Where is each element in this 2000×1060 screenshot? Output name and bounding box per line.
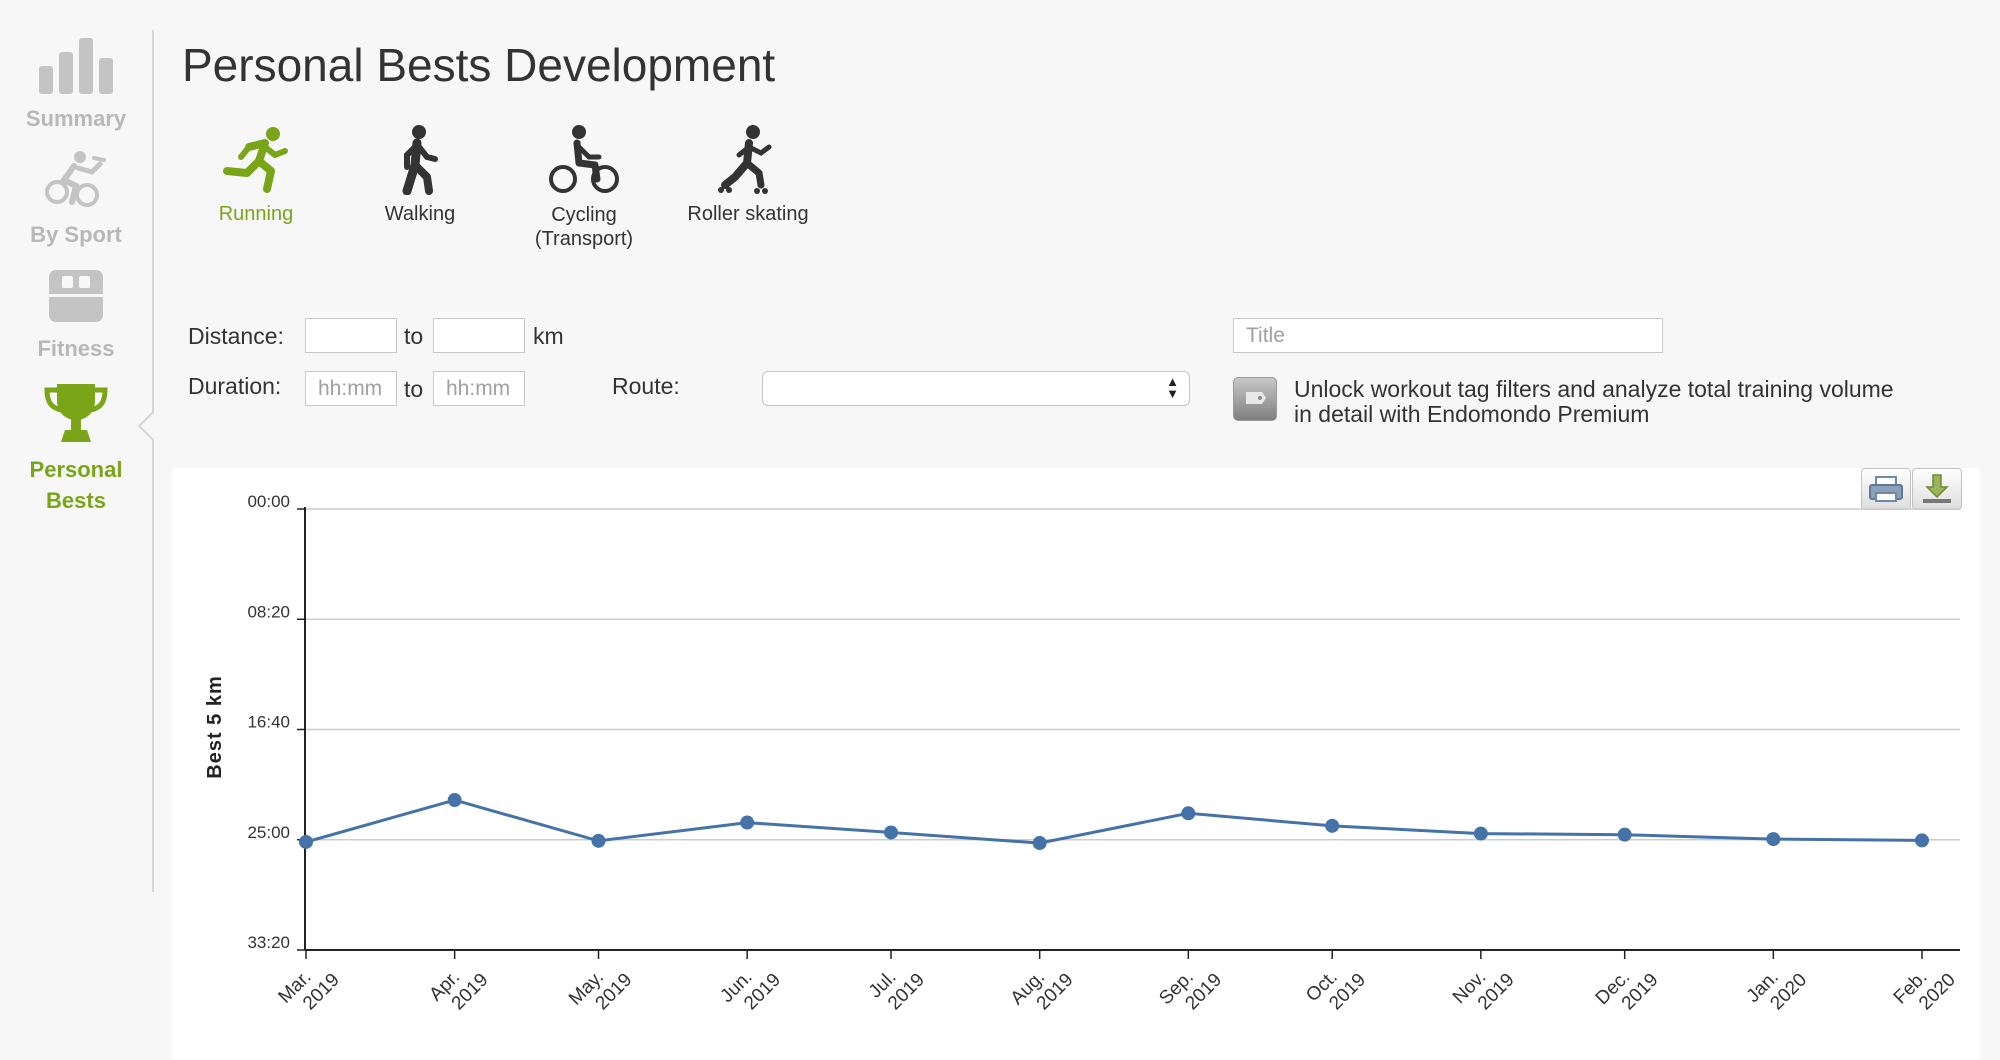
distance-label: Distance: — [188, 323, 284, 349]
running-icon — [223, 127, 288, 193]
page-title: Personal Bests Development — [182, 39, 776, 91]
sport-roller-skating[interactable]: Roller skating — [668, 125, 828, 226]
sport-cycling-transport[interactable]: Cycling (Transport) — [504, 125, 664, 251]
sidebar-item-label-line2: Bests — [46, 488, 106, 513]
download-icon — [1923, 474, 1951, 503]
sidebar-item-summary[interactable]: Summary — [0, 36, 152, 132]
download-button[interactable] — [1912, 468, 1962, 510]
sport-label: Roller skating — [687, 203, 809, 225]
tag-icon — [1246, 392, 1266, 404]
select-arrows-icon: ▲ ▼ — [1166, 374, 1179, 401]
print-button[interactable] — [1861, 468, 1911, 510]
sport-label: Running — [218, 203, 294, 225]
sidebar-item-label: Fitness — [37, 336, 115, 361]
chart-panel — [172, 468, 1980, 1060]
sidebar-item-personal-bests[interactable]: Personal Bests — [0, 382, 152, 516]
roller-skating-icon — [718, 125, 772, 194]
distance-to-input[interactable] — [433, 318, 525, 353]
premium-lock-icon[interactable] — [1233, 377, 1277, 421]
walking-icon — [402, 125, 438, 195]
km-unit-label: km — [533, 323, 564, 349]
distance-from-input[interactable] — [305, 318, 397, 353]
duration-from-input[interactable] — [305, 371, 397, 406]
sidebar-item-fitness[interactable]: Fitness — [0, 268, 152, 362]
duration-label: Duration: — [188, 373, 282, 399]
sport-walking[interactable]: Walking — [340, 125, 500, 226]
sidebar-item-label-line1: Personal — [29, 457, 123, 482]
bar-chart-icon — [39, 38, 113, 94]
cycling-icon — [549, 125, 619, 193]
sidebar-item-label: By Sport — [30, 222, 122, 247]
sport-label-line1: Cycling — [551, 204, 617, 226]
route-label: Route: — [612, 373, 680, 399]
sidebar-item-label: Summary — [25, 106, 127, 131]
duration-to-label: to — [404, 376, 424, 402]
distance-to-label: to — [404, 323, 424, 349]
route-select[interactable]: ▲ ▼ — [762, 371, 1190, 406]
scale-icon — [49, 270, 103, 322]
print-icon — [1869, 476, 1903, 502]
sport-running[interactable]: Running — [176, 125, 336, 226]
trophy-icon — [44, 384, 108, 442]
duration-to-input[interactable] — [433, 371, 525, 406]
sidebar-item-by-sport[interactable]: By Sport — [0, 150, 152, 248]
premium-upsell-text[interactable]: Unlock workout tag filters and analyze t… — [1294, 376, 1894, 427]
sport-label: Walking — [384, 203, 456, 225]
title-input[interactable] — [1233, 318, 1663, 353]
sport-label-line2: (Transport) — [534, 228, 634, 250]
triathlon-icon — [45, 151, 106, 207]
sidebar: Summary By Sport Fitness Persona — [0, 30, 167, 892]
